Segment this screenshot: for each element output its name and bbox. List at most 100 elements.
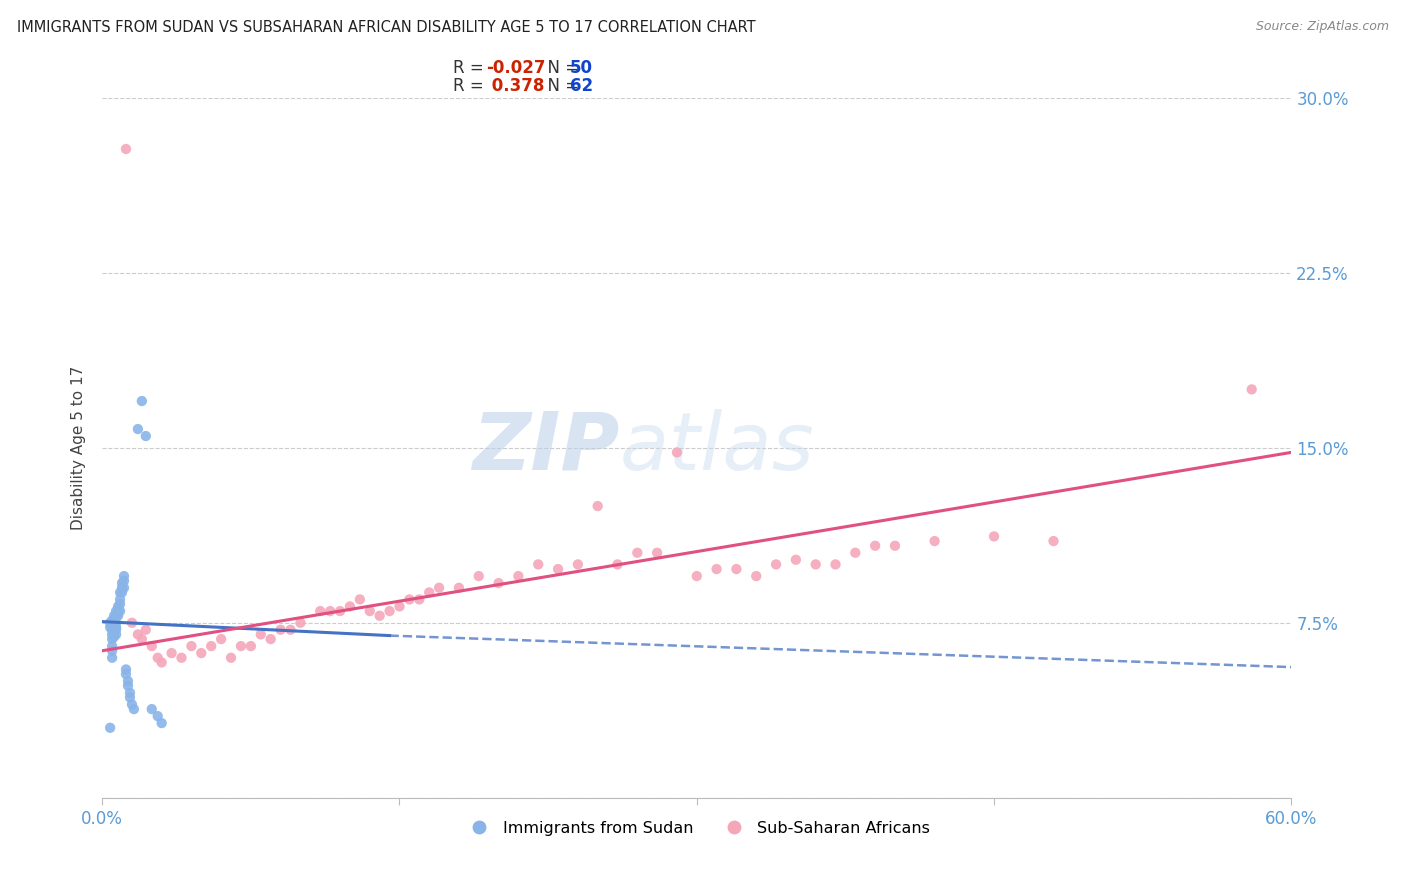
Point [121, 698, 143, 712]
Text: R =: R = [453, 77, 489, 95]
Point [488, 576, 510, 591]
Point [98, 620, 121, 634]
Point [117, 679, 139, 693]
Point [115, 142, 138, 156]
Point [108, 585, 131, 599]
Text: 0.378: 0.378 [486, 77, 544, 95]
Point [884, 539, 907, 553]
Point [418, 585, 440, 599]
Point [122, 702, 145, 716]
Point [131, 632, 153, 646]
Legend: Immigrants from Sudan, Sub-Saharan Africans: Immigrants from Sudan, Sub-Saharan Afric… [457, 814, 936, 842]
Point [270, 623, 292, 637]
Point [427, 581, 450, 595]
Text: N =: N = [537, 59, 585, 77]
Point [280, 623, 302, 637]
Point [398, 592, 420, 607]
Point [105, 627, 128, 641]
Point [567, 558, 589, 572]
Point [111, 576, 134, 591]
Point [103, 630, 125, 644]
Point [103, 625, 125, 640]
Point [249, 627, 271, 641]
Point [190, 646, 212, 660]
Point [686, 569, 709, 583]
Point [101, 614, 124, 628]
Point [105, 604, 128, 618]
Point [1240, 383, 1263, 397]
Point [131, 394, 153, 409]
Point [606, 558, 628, 572]
Point [645, 546, 668, 560]
Point [112, 581, 135, 595]
Point [98, 721, 121, 735]
Point [368, 608, 391, 623]
Point [141, 639, 163, 653]
Point [127, 627, 149, 641]
Point [103, 615, 125, 630]
Point [200, 639, 222, 653]
Point [408, 592, 430, 607]
Text: R =: R = [453, 59, 489, 77]
Point [135, 429, 157, 443]
Point [101, 632, 124, 646]
Point [105, 620, 128, 634]
Point [150, 716, 173, 731]
Point [117, 674, 139, 689]
Point [219, 650, 242, 665]
Point [107, 608, 129, 623]
Point [209, 632, 232, 646]
Point [378, 604, 401, 618]
Point [146, 650, 169, 665]
Point [706, 562, 728, 576]
Text: -0.027: -0.027 [486, 59, 546, 77]
Point [98, 615, 121, 630]
Point [547, 562, 569, 576]
Point [319, 604, 342, 618]
Point [108, 604, 131, 618]
Point [239, 639, 262, 653]
Point [665, 445, 688, 459]
Text: 50: 50 [569, 59, 592, 77]
Point [349, 592, 371, 607]
Point [388, 599, 411, 614]
Text: atlas: atlas [620, 409, 814, 487]
Point [468, 569, 491, 583]
Point [527, 558, 550, 572]
Point [101, 618, 124, 632]
Text: N =: N = [537, 77, 585, 95]
Point [309, 604, 332, 618]
Point [1042, 534, 1064, 549]
Point [101, 627, 124, 641]
Point [924, 534, 946, 549]
Point [804, 558, 827, 572]
Point [111, 581, 134, 595]
Point [121, 615, 143, 630]
Point [290, 615, 312, 630]
Point [127, 422, 149, 436]
Point [844, 546, 866, 560]
Point [103, 608, 125, 623]
Point [103, 614, 125, 628]
Point [108, 592, 131, 607]
Y-axis label: Disability Age 5 to 17: Disability Age 5 to 17 [72, 366, 86, 530]
Point [339, 599, 361, 614]
Point [765, 558, 787, 572]
Point [180, 639, 202, 653]
Point [447, 581, 470, 595]
Text: ZIP: ZIP [472, 409, 620, 487]
Text: Source: ZipAtlas.com: Source: ZipAtlas.com [1256, 20, 1389, 33]
Point [586, 499, 609, 513]
Point [146, 709, 169, 723]
Point [111, 585, 134, 599]
Point [824, 558, 846, 572]
Point [115, 667, 138, 681]
Point [118, 690, 141, 705]
Point [101, 639, 124, 653]
Point [359, 604, 381, 618]
Point [112, 574, 135, 588]
Point [785, 553, 807, 567]
Point [101, 650, 124, 665]
Point [101, 623, 124, 637]
Point [150, 656, 173, 670]
